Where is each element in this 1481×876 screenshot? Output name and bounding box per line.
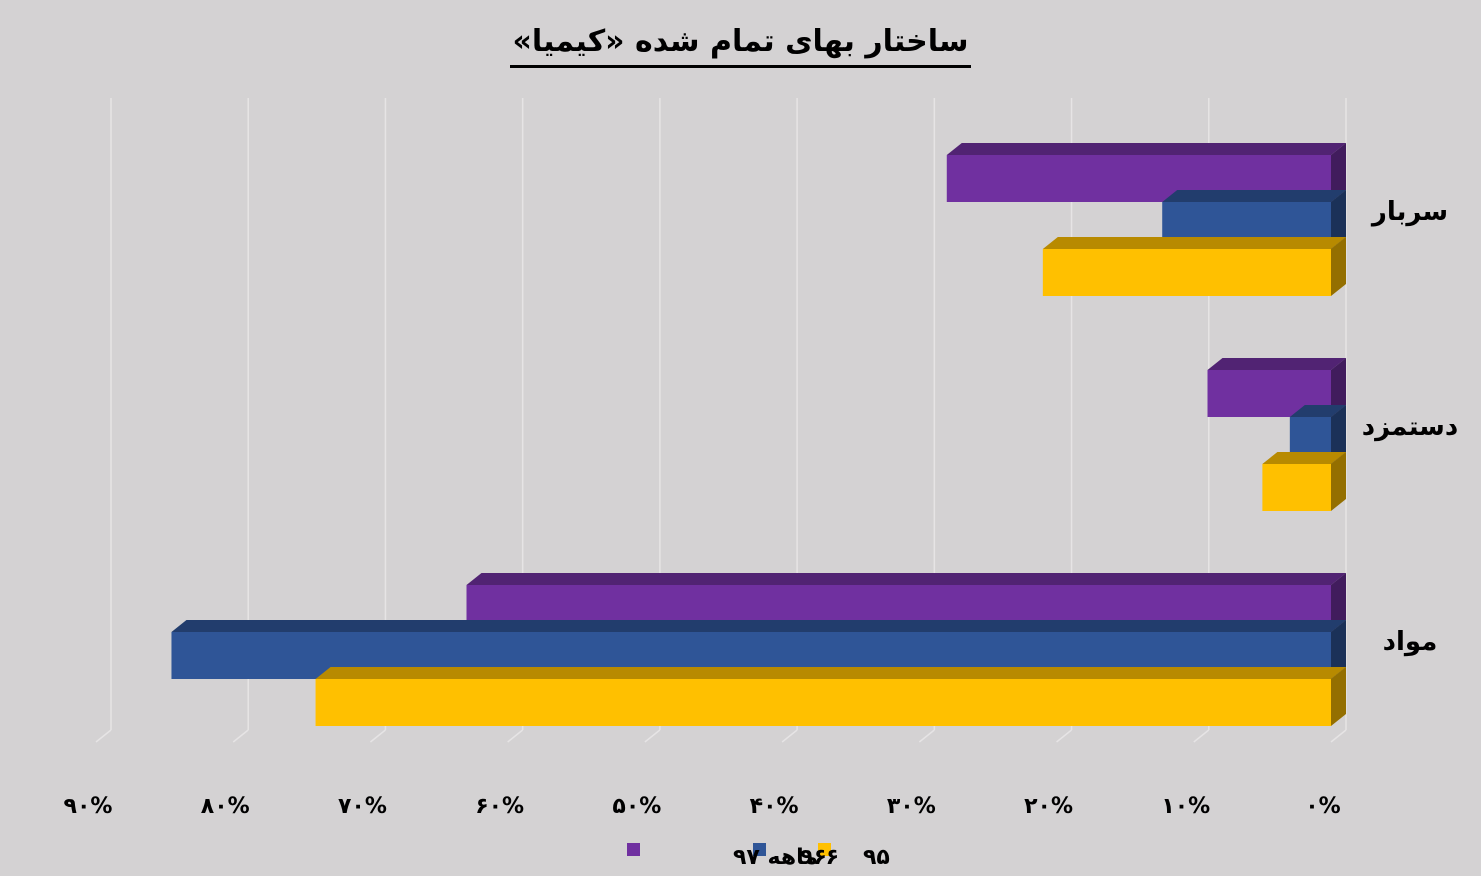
bar (1207, 358, 1346, 417)
gridline-foot (781, 729, 798, 743)
bar-top-face (1289, 405, 1346, 417)
legend-label: ۶ ماهه ۹۷ (733, 845, 839, 870)
bar-side-face (1331, 620, 1346, 679)
x-tick-label: ۶۰% (475, 794, 524, 819)
gridline-foot (644, 729, 661, 743)
legend-swatch (627, 843, 640, 856)
bar-top-face (171, 620, 1347, 632)
x-tick-label: ۲۰% (1024, 794, 1073, 819)
bar-side-face (1331, 237, 1346, 296)
legend-label: ۹۵ (863, 845, 890, 870)
bar-side-face (1331, 405, 1346, 464)
bar-front-face (1042, 249, 1331, 296)
bar (1262, 452, 1346, 511)
gridline-foot (1056, 729, 1073, 743)
x-tick-label: ۱۰% (1161, 794, 1210, 819)
x-tick-label: ۳۰% (887, 794, 936, 819)
chart-title-text: ساختار بهای تمام شده «کیمیا» (510, 24, 971, 68)
x-tick-label: ۸۰% (201, 794, 250, 819)
bar-front-face (1262, 464, 1331, 511)
gridline-foot (369, 729, 386, 743)
legend-label: ۹۶ (800, 845, 827, 870)
bar-top-face (1262, 452, 1346, 464)
gridline-foot (1330, 729, 1347, 743)
bar-top-face (466, 573, 1346, 585)
gridline-foot (1193, 729, 1210, 743)
legend-swatch (818, 843, 831, 856)
bar-side-face (1331, 667, 1346, 726)
x-tick-label: ۰% (1305, 794, 1340, 819)
x-tick-label: ۴۰% (750, 794, 799, 819)
bar-top-face (1042, 237, 1346, 249)
x-axis-ticks: ۰% ۱۰% ۲۰% ۳۰% ۴۰% ۵۰% ۶۰% ۷۰% ۸۰% ۹۰% (64, 794, 1341, 819)
gridline-foot (232, 729, 249, 743)
chart-title: ساختار بهای تمام شده «کیمیا» (0, 24, 1481, 68)
bar-side-face (1331, 452, 1346, 511)
category-label: مواد (1383, 627, 1438, 657)
gridline-foot (507, 729, 524, 743)
bar-side-face (1331, 573, 1346, 632)
gridline-foot (95, 729, 112, 743)
bar-side-face (1331, 190, 1346, 249)
x-tick-label: ۹۰% (64, 794, 113, 819)
category-label: دستمزد (1362, 412, 1458, 442)
bar-top-face (1162, 190, 1346, 202)
bar-top-face (946, 143, 1346, 155)
bar-top-face (315, 667, 1346, 679)
bar-top-face (1207, 358, 1346, 370)
bar (1042, 237, 1346, 296)
bar-front-face (315, 679, 1331, 726)
legend-swatch (753, 843, 766, 856)
bar-side-face (1331, 358, 1346, 417)
bar-side-face (1331, 143, 1346, 202)
legend: ۹۵ ۹۶۶ ماهه ۹۷ (627, 843, 890, 870)
x-tick-label: ۷۰% (338, 794, 387, 819)
category-label: سربار (1370, 197, 1448, 227)
bars (171, 143, 1347, 726)
x-tick-label: ۵۰% (612, 794, 661, 819)
bar (315, 667, 1346, 726)
gridline-foot (918, 729, 935, 743)
